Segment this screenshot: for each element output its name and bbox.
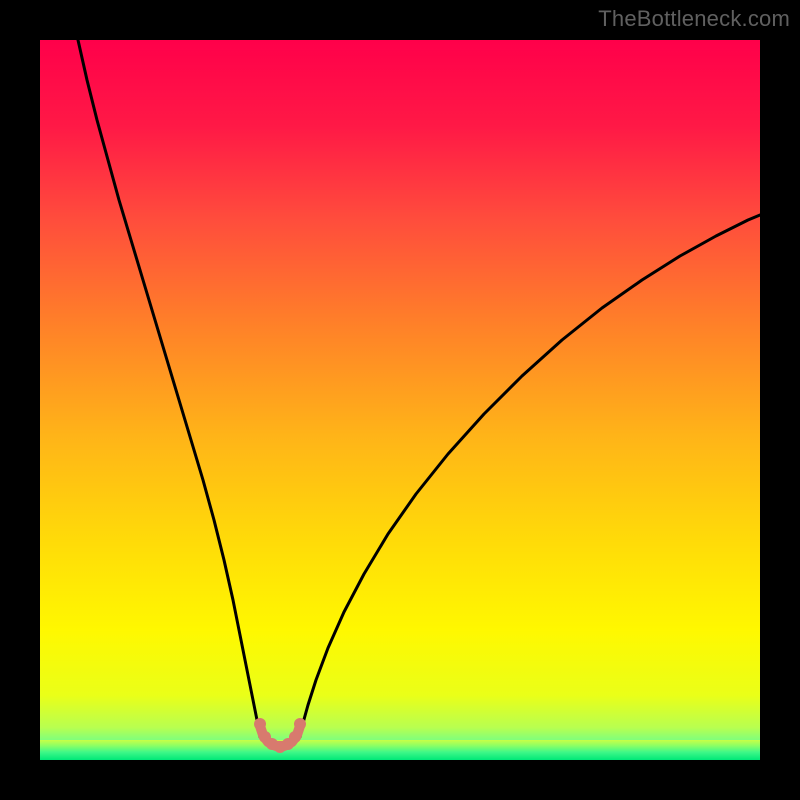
curve-overlay <box>40 40 760 760</box>
valley-bump <box>254 718 306 753</box>
curve-left <box>78 40 260 737</box>
plot-area <box>40 40 760 760</box>
watermark-text: TheBottleneck.com <box>598 6 790 32</box>
curve-right <box>300 215 760 737</box>
